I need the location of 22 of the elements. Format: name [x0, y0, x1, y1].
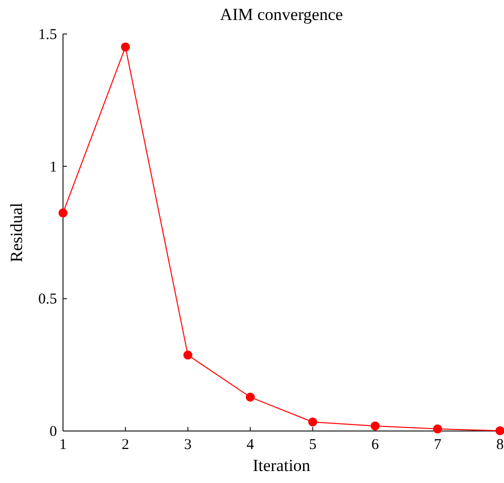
- x-tick-label: 7: [434, 437, 442, 453]
- point: [246, 392, 255, 402]
- x-tick-label: 4: [246, 437, 255, 453]
- x-axis-title: Iteration: [252, 456, 311, 475]
- point: [370, 421, 380, 430]
- point: [433, 424, 442, 434]
- chart-title: AIM convergence: [220, 5, 343, 24]
- x-tick-label: 8: [496, 437, 504, 453]
- point: [496, 426, 504, 436]
- y-axis-title: Residual: [7, 202, 26, 262]
- x-tick-label: 6: [371, 437, 380, 453]
- x-tick-label: 3: [184, 437, 192, 453]
- point: [120, 42, 130, 52]
- y-tick-label: 1: [50, 159, 57, 176]
- y-tick-label: 0: [50, 424, 57, 440]
- x-tick-label: 2: [122, 437, 130, 453]
- x-tick-label: 5: [308, 437, 316, 453]
- point: [183, 350, 192, 360]
- point: [308, 418, 318, 426]
- point: [58, 208, 68, 218]
- y-tick-label: 0.5: [38, 292, 57, 308]
- y-tick-label: 1.5: [38, 27, 57, 43]
